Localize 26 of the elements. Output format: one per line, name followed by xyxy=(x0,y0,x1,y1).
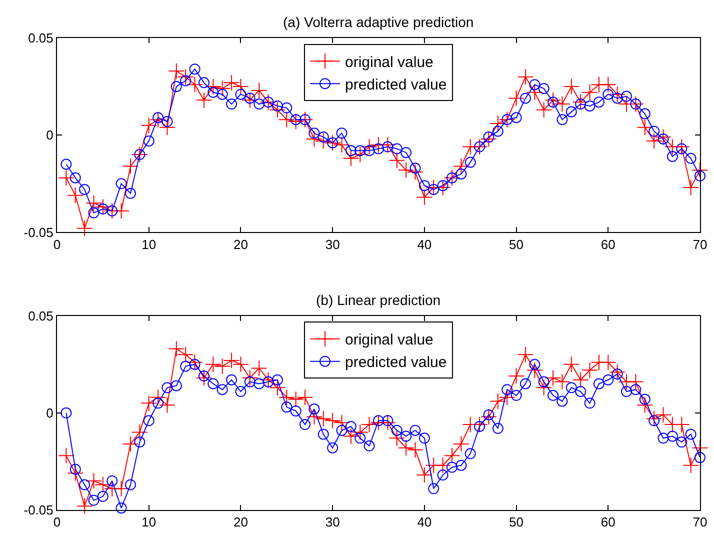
x-tick-label: 40 xyxy=(417,236,432,252)
x-tick-label: 40 xyxy=(417,514,432,530)
y-tick-label: 0 xyxy=(46,128,54,143)
legend-label: original value xyxy=(345,332,434,349)
y-tick-label: -0.05 xyxy=(24,224,54,240)
legend-label: original value xyxy=(345,54,434,71)
legend-label: predicted value xyxy=(345,354,447,372)
chart-title: (a) Volterra adaptive prediction xyxy=(283,14,474,30)
y-tick-label: 0.05 xyxy=(28,30,54,46)
legend-label: predicted value xyxy=(345,76,447,94)
x-tick-label: 20 xyxy=(233,514,248,530)
x-tick-label: 70 xyxy=(692,236,708,252)
x-tick-label: 60 xyxy=(600,514,616,530)
x-tick-label: 30 xyxy=(325,514,340,530)
y-tick-label: 0 xyxy=(46,405,54,420)
chart-title: (b) Linear prediction xyxy=(316,292,441,308)
x-tick-label: 50 xyxy=(509,514,524,530)
x-tick-label: 10 xyxy=(142,514,156,530)
y-tick-label: 0.05 xyxy=(28,308,54,324)
y-tick-label: -0.05 xyxy=(24,502,54,518)
x-tick-label: 70 xyxy=(692,514,708,530)
x-tick-label: 50 xyxy=(509,236,524,252)
x-tick-label: 60 xyxy=(600,236,616,252)
x-tick-label: 20 xyxy=(233,236,248,252)
x-tick-label: 10 xyxy=(142,236,156,252)
x-tick-label: 30 xyxy=(325,236,340,252)
